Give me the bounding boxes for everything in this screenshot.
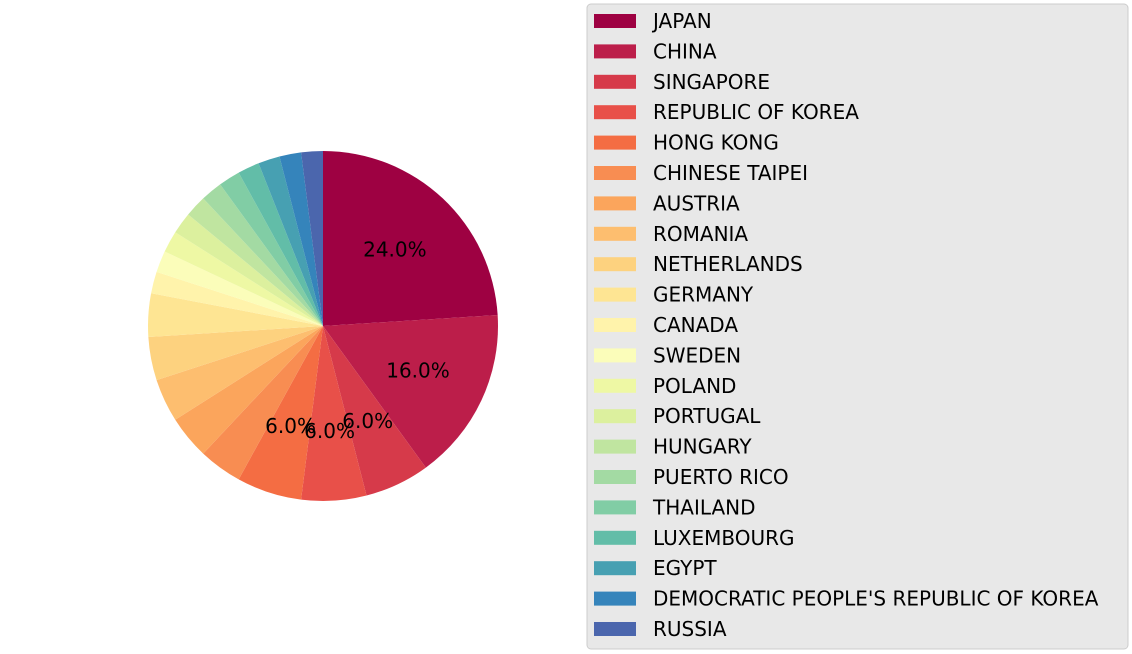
legend-swatch-hong-kong [594, 135, 636, 150]
pie-slice-democratic-people-s-republic-of-korea [279, 152, 323, 326]
legend-swatch-germany [594, 287, 636, 302]
pie-slice-egypt [258, 156, 323, 326]
pie-slice-luxembourg [238, 163, 323, 326]
legend-swatch-netherlands [594, 257, 636, 272]
legend-label-russia: RUSSIA [653, 617, 727, 641]
legend-label-egypt: EGYPT [653, 556, 717, 580]
legend-label-germany: GERMANY [653, 283, 754, 307]
pie-slice-chinese-taipei [203, 326, 323, 480]
legend-swatch-republic-of-korea [594, 105, 636, 120]
pie-slice-austria [175, 326, 323, 454]
legend-label-austria: AUSTRIA [653, 191, 740, 215]
legend-swatch-russia [594, 622, 636, 636]
legend-label-china: CHINA [653, 39, 717, 63]
legend-label-portugal: PORTUGAL [653, 404, 761, 428]
legend-swatch-puerto-rico [594, 470, 636, 484]
legend-label-chinese-taipei: CHINESE TAIPEI [653, 161, 808, 185]
legend-label-thailand: THAILAND [652, 495, 755, 519]
pie-percent-label-japan: 24.0% [363, 237, 427, 261]
legend-swatch-egypt [594, 561, 636, 576]
legend-label-republic-of-korea: REPUBLIC OF KOREA [653, 100, 859, 124]
legend-label-hungary: HUNGARY [653, 435, 752, 459]
legend-label-singapore: SINGAPORE [653, 70, 770, 94]
legend-label-sweden: SWEDEN [653, 343, 741, 367]
legend-label-canada: CANADA [653, 313, 738, 337]
pie-slice-portugal [175, 214, 323, 326]
pie-slice-canada [151, 271, 323, 326]
legend: JAPAN CHINA SINGAPORE REPUBLIC OF KOREA HONG… [586, 3, 1129, 650]
pie-slice-germany [148, 293, 323, 337]
pie-slice-hungary [188, 198, 323, 326]
pie [148, 151, 498, 501]
legend-label-poland: POLAND [653, 374, 736, 398]
pie-slice-puerto-rico [203, 184, 323, 326]
legend-swatch-japan [594, 14, 636, 28]
pie-slice-china [323, 315, 498, 468]
legend-label-puerto-rico: PUERTO RICO [653, 465, 789, 489]
pie-percent-label-hong-kong: 6.0% [265, 414, 316, 438]
legend-label-netherlands: NETHERLANDS [653, 252, 803, 276]
percent-labels: 24.0%16.0%6.0%6.0%6.0% [265, 237, 450, 442]
legend-label-luxembourg: LUXEMBOURG [653, 526, 795, 550]
pie-percent-label-singapore: 6.0% [342, 409, 393, 433]
pie-percent-label-china: 16.0% [386, 359, 450, 383]
legend-swatch-canada [594, 318, 636, 332]
legend-swatch-singapore [594, 74, 636, 89]
legend-label-romania: ROMANIA [653, 222, 748, 246]
pie-slice-romania [156, 326, 323, 420]
legend-box [586, 3, 1129, 650]
legend-swatch-democratic-people-s-republic-of-korea [594, 591, 636, 606]
legend-swatch-sweden [594, 348, 636, 363]
pie-slice-japan [323, 151, 498, 326]
pie-slice-netherlands [148, 326, 323, 381]
pie-slice-russia [301, 151, 323, 326]
legend-swatch-poland [594, 378, 636, 393]
legend-label-hong-kong: HONG KONG [653, 131, 779, 155]
legend-swatch-thailand [594, 500, 636, 515]
legend-swatch-austria [594, 196, 636, 211]
pie-slice-hong-kong [238, 326, 323, 500]
pie-slice-singapore [323, 326, 426, 496]
pie-slice-republic-of-korea [301, 326, 367, 501]
pie-percent-label-republic-of-korea: 6.0% [304, 419, 355, 443]
pie-slice-sweden [156, 251, 323, 326]
legend-swatch-china [594, 44, 636, 59]
pie-slice-thailand [220, 172, 323, 326]
legend-label-democratic-people-s-republic-of-korea: DEMOCRATIC PEOPLE'S REPUBLIC OF KOREA [653, 587, 1099, 611]
legend-swatch-hungary [594, 439, 636, 454]
legend-label-japan: JAPAN [651, 9, 712, 33]
legend-swatch-chinese-taipei [594, 166, 636, 180]
legend-swatch-romania [594, 226, 636, 241]
legend-swatch-portugal [594, 409, 636, 424]
legend-swatch-luxembourg [594, 530, 636, 545]
pie-slice-poland [164, 232, 323, 326]
